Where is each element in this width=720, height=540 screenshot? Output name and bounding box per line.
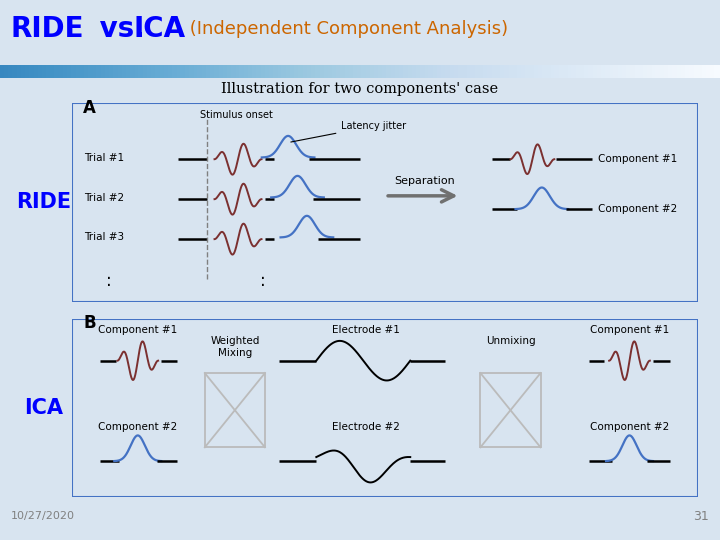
Text: A: A [84,99,96,117]
Text: Latency jitter: Latency jitter [291,121,407,142]
Text: Component #2: Component #2 [590,422,669,432]
Text: :: : [260,272,266,290]
Text: Weighted
Mixing: Weighted Mixing [210,336,259,357]
Text: RIDE: RIDE [16,192,71,213]
Text: RIDE: RIDE [11,15,84,43]
Text: Illustration for two components' case: Illustration for two components' case [222,82,498,96]
Text: Component #2: Component #2 [98,422,177,432]
Text: ICA: ICA [24,397,63,418]
Text: Electrode #2: Electrode #2 [333,422,400,432]
Text: Electrode #1: Electrode #1 [333,326,400,335]
Text: 31: 31 [693,510,709,523]
Text: Component #1: Component #1 [598,154,678,164]
Text: 10/27/2020: 10/27/2020 [11,511,75,521]
Text: :: : [107,272,112,290]
Text: vs.: vs. [90,15,155,43]
Text: (Independent Component Analysis): (Independent Component Analysis) [184,20,508,38]
Text: Component #1: Component #1 [590,326,669,335]
Text: Stimulus onset: Stimulus onset [200,110,274,119]
Text: Component #2: Component #2 [598,204,678,214]
Text: Separation: Separation [395,176,455,186]
Text: Unmixing: Unmixing [486,336,535,346]
Text: Trial #1: Trial #1 [84,152,125,163]
Text: B: B [84,314,96,333]
Bar [480,373,541,447]
Bar [204,373,265,447]
Text: Component #1: Component #1 [98,326,177,335]
Text: Trial #3: Trial #3 [84,232,125,242]
Text: Trial #2: Trial #2 [84,192,125,202]
Text: ICA: ICA [133,15,185,43]
